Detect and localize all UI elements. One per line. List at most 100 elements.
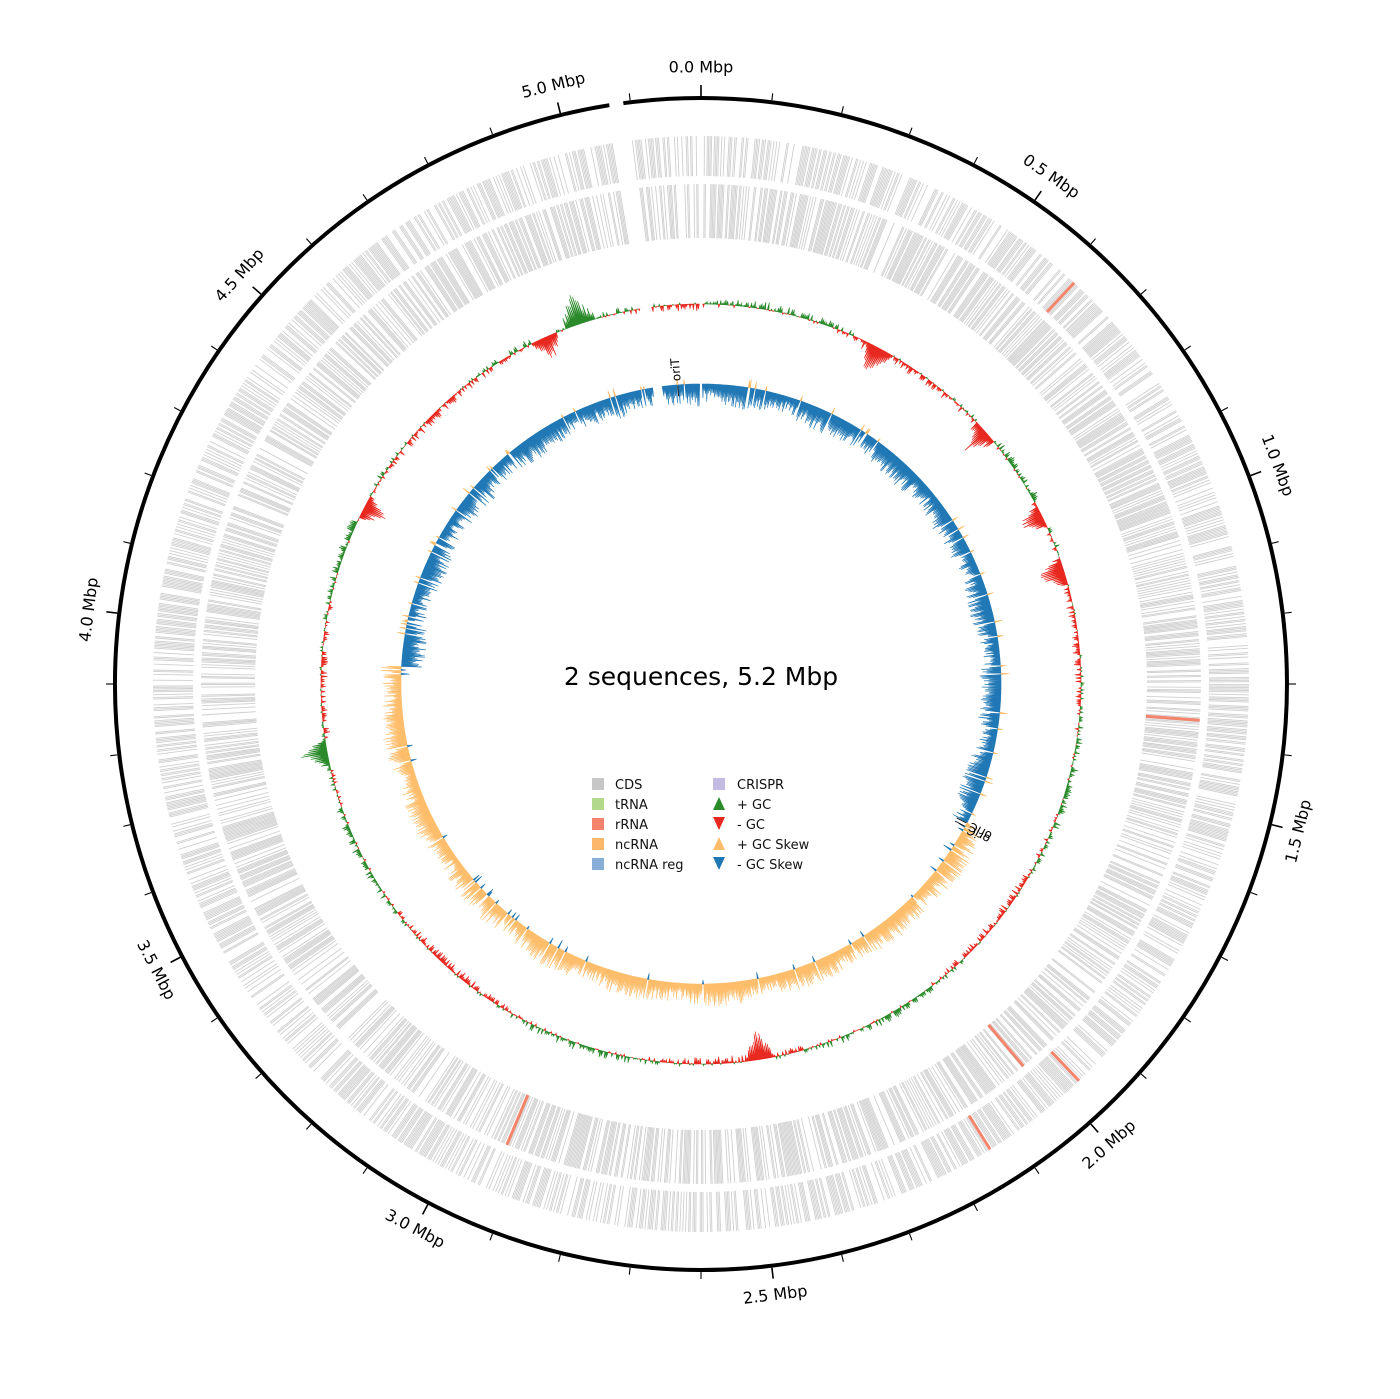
legend-item-gc-skew-minus: - GC Skew: [713, 857, 803, 873]
minor-tick: [489, 1233, 494, 1241]
minor-tick: [1221, 956, 1229, 961]
major-tick: [1271, 823, 1283, 829]
legend-item-ncrna-reg: ncRNA reg: [592, 858, 683, 873]
major-tick: [1250, 470, 1262, 477]
minor-tick: [123, 541, 131, 544]
gc-skew-plus: [380, 378, 1010, 1007]
minor-tick: [211, 1017, 218, 1023]
gc-skew-minus: [400, 383, 1002, 985]
major-tick: [556, 102, 562, 114]
legend-item-gc-skew-plus: + GC Skew: [713, 837, 810, 853]
minor-tick: [1284, 611, 1292, 614]
gc-skew-minus-triangle-down-icon: [713, 857, 725, 870]
minor-tick: [1090, 238, 1096, 245]
gc-skew-plus-triangle-up-icon: [713, 837, 725, 850]
tick-label: 0.0 Mbp: [669, 58, 734, 77]
minor-tick: [1184, 345, 1191, 351]
minor-tick: [255, 1073, 262, 1079]
minor-tick: [1250, 891, 1258, 896]
legend-item-gc-plus: + GC: [713, 797, 771, 813]
tick-label: 1.0 Mbp: [1258, 432, 1299, 499]
minor-tick: [362, 1167, 368, 1174]
svg-text:- GC Skew: - GC Skew: [737, 858, 803, 873]
cds-features: [152, 135, 1250, 1233]
contig-arc-1: [112, 96, 1289, 1272]
rrna-feature: [1050, 1050, 1081, 1082]
minor-tick: [908, 1233, 913, 1241]
rrna-feature: [967, 1114, 992, 1151]
gc-content-plus: [300, 294, 1085, 1068]
major-tick: [106, 611, 118, 614]
major-tick: [170, 956, 181, 964]
legend-item-gc-minus: - GC: [713, 817, 765, 833]
minor-tick: [1034, 1167, 1040, 1174]
minor-tick: [306, 1123, 312, 1130]
tick-label: 3.0 Mbp: [382, 1205, 448, 1252]
contig-arc-2: [623, 96, 702, 106]
svg-text:ncRNA: ncRNA: [615, 838, 658, 853]
minor-tick: [489, 127, 494, 135]
minor-tick: [123, 824, 131, 827]
major-tick: [1034, 190, 1042, 201]
rrna-feature: [1045, 281, 1076, 314]
minor-tick: [306, 238, 312, 245]
minor-tick: [628, 1267, 631, 1275]
center-title: 2 sequences, 5.2 Mbp: [564, 662, 838, 691]
rrna-feature: [987, 1023, 1025, 1068]
minor-tick: [1140, 1073, 1147, 1079]
rrna-feature: [1145, 714, 1200, 722]
cds-tracks: [152, 135, 1250, 1233]
svg-text:+ GC: + GC: [737, 798, 771, 813]
tick-label: 3.5 Mbp: [133, 937, 180, 1003]
svg-text:tRNA: tRNA: [615, 798, 648, 813]
legend-item-rrna: rRNA: [592, 818, 648, 833]
minor-tick: [973, 156, 978, 164]
minor-tick: [362, 194, 368, 201]
major-tick: [1090, 1123, 1099, 1133]
minor-tick: [771, 93, 774, 101]
major-tick: [771, 1267, 774, 1279]
minor-tick: [628, 93, 631, 101]
genome-outer-ring: [112, 96, 1289, 1272]
gc-minus-triangle-down-icon: [713, 817, 725, 830]
svg-text:CDS: CDS: [615, 778, 642, 793]
svg-text:+ GC Skew: + GC Skew: [737, 838, 810, 853]
legend-item-ncrna: ncRNA: [592, 838, 658, 853]
minor-tick: [841, 1254, 844, 1262]
minor-tick: [1184, 1017, 1191, 1023]
tick-label: 5.0 Mbp: [520, 68, 587, 102]
ncrna-reg-legend-square-icon: [592, 858, 604, 870]
minor-tick: [144, 891, 152, 896]
gc-plus-triangle-up-icon: [713, 797, 725, 810]
minor-tick: [211, 345, 218, 351]
minor-tick: [144, 472, 152, 477]
legend-item-crispr: CRISPR: [713, 778, 784, 793]
tick-label: 4.0 Mbp: [75, 576, 102, 642]
rrna-feature: [505, 1094, 530, 1146]
cds-features: [200, 183, 1202, 1185]
legend: CDS tRNA rRNA ncRNA ncRNA reg CRISPR + G…: [592, 778, 810, 873]
major-tick: [252, 286, 262, 295]
minor-tick: [973, 1204, 978, 1212]
legend-item-cds: CDS: [592, 778, 642, 793]
gc-content-track: [300, 294, 1085, 1068]
minor-tick: [1221, 407, 1229, 412]
crispr-legend-square-icon: [713, 778, 725, 790]
rrna-legend-square-icon: [592, 818, 604, 830]
svg-text:rRNA: rRNA: [615, 818, 648, 833]
ncrna-legend-square-icon: [592, 838, 604, 850]
cds-legend-square-icon: [592, 778, 604, 790]
minor-tick: [110, 754, 118, 757]
minor-tick: [841, 106, 844, 114]
tick-label: 1.5 Mbp: [1281, 797, 1315, 864]
minor-tick: [1271, 541, 1279, 544]
svg-text:ncRNA reg: ncRNA reg: [615, 858, 683, 873]
minor-tick: [908, 127, 913, 135]
gc-content-minus: [320, 303, 1082, 1065]
gc-skew-track: [380, 378, 1010, 1007]
tick-label: 0.5 Mbp: [1019, 150, 1083, 202]
minor-tick: [424, 156, 429, 164]
minor-tick: [1140, 289, 1147, 295]
